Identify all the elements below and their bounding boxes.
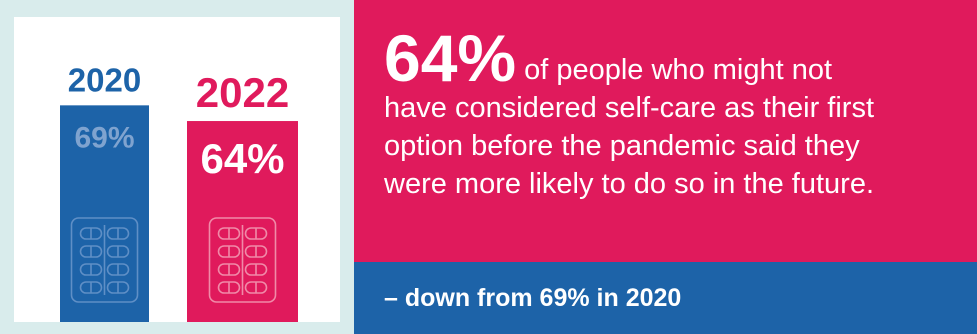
- category-label-2022: 2022: [196, 69, 289, 116]
- callout-line-2: have considered self-care as their first: [384, 92, 874, 124]
- callout-panel: 64% of people who might not have consider…: [354, 0, 977, 262]
- footer-panel: – down from 69% in 2020: [354, 262, 977, 334]
- value-label-2022: 64%: [200, 135, 284, 182]
- value-label-2020: 69%: [74, 121, 134, 154]
- chart-panel: 2020 69% 2022 64%: [0, 0, 354, 334]
- footer-text: – down from 69% in 2020: [384, 284, 682, 312]
- pill-blister-pack-icon: [208, 217, 277, 303]
- callout-line-4: were more likely to do so in the future.: [384, 168, 875, 200]
- pill-blister-pack-icon: [70, 217, 139, 303]
- bar-chart: 2020 69% 2022 64%: [60, 61, 298, 322]
- category-label-2020: 2020: [68, 61, 141, 98]
- callout-line-3: option before the pandemic said they: [384, 130, 860, 162]
- callout-statement: 64% of people who might not have consider…: [384, 25, 937, 203]
- callout-percentage: 64%: [384, 21, 517, 95]
- callout-line-1: of people who might not: [524, 54, 833, 86]
- chart-area: 2020 69% 2022 64%: [14, 17, 340, 322]
